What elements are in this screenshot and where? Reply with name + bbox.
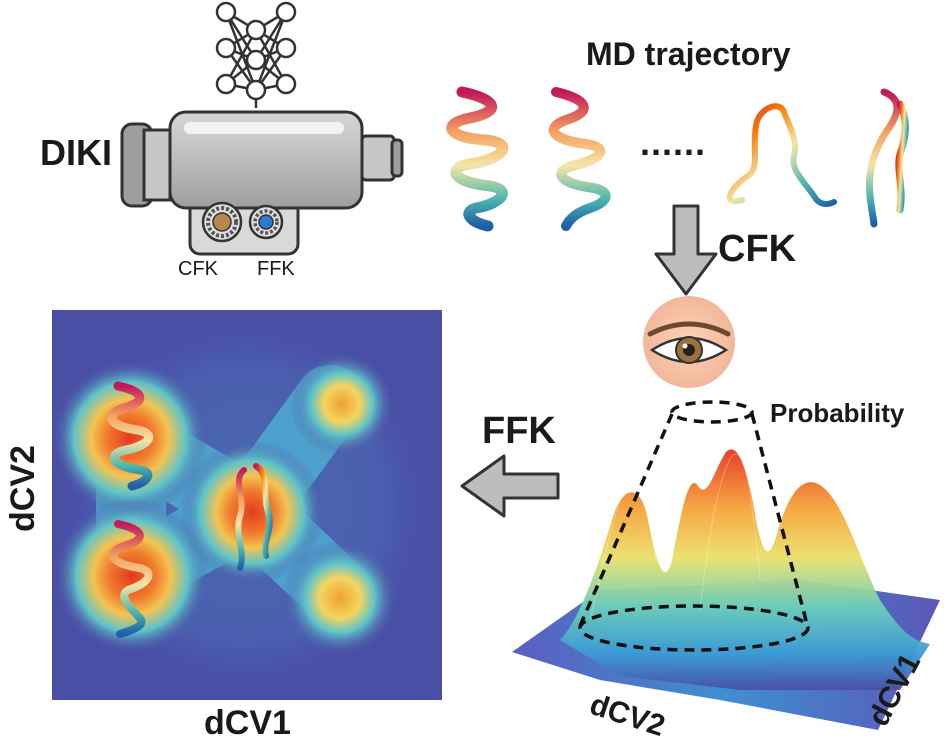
eye-icon [643,296,735,388]
md-snapshot-unfolded-1 [727,103,837,207]
cfk-knob-label: CFK [178,258,218,280]
map-helix-1 [107,381,154,491]
ffk-arrow-label: FFK [482,410,556,452]
map-basin-4 [290,352,394,456]
map-ylabel: dCV2 [4,445,42,532]
md-snapshot-helix-1 [446,86,509,232]
md-trajectory-title: MD trajectory [586,36,791,72]
free-energy-map [52,310,442,700]
md-snapshot-unfolded-2 [866,88,909,228]
trajectory-ellipsis: ...... [640,122,707,163]
cfk-arrow-label: CFK [718,228,797,270]
diki-label: DIKI [40,132,112,173]
map-basin-3 [180,440,324,584]
probability-label: Probability [770,398,905,428]
map-basin-5 [282,540,398,656]
ffk-left-arrow [460,454,560,518]
cfk-view-cone [578,400,810,652]
ffk-knob-label: FFK [257,258,295,280]
map-unfolded-peptide [235,463,273,571]
ffk-knob-icon [248,204,284,240]
cfk-knob-icon [201,201,243,243]
map-xlabel: dCV1 [204,704,291,742]
neural-network-icon [215,1,297,108]
map-basin-2 [54,498,210,654]
map-basin-1 [52,360,208,516]
md-snapshot-helix-2 [548,87,611,231]
map-helix-2 [109,520,153,638]
cfk-down-arrow [654,204,718,296]
probability-surface [512,400,940,730]
